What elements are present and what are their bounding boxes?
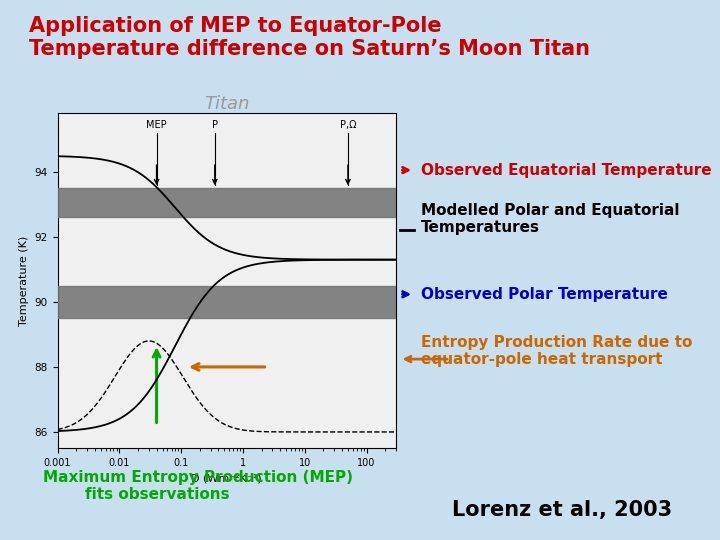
Text: Maximum Entropy Production (MEP)
        fits observations: Maximum Entropy Production (MEP) fits ob… xyxy=(43,470,354,502)
Text: Observed Equatorial Temperature: Observed Equatorial Temperature xyxy=(421,163,712,178)
Text: P,Ω: P,Ω xyxy=(340,120,356,130)
Y-axis label: Temperature (K): Temperature (K) xyxy=(19,235,29,326)
Text: MEP: MEP xyxy=(146,120,167,130)
Text: Lorenz et al., 2003: Lorenz et al., 2003 xyxy=(451,500,672,521)
X-axis label: D (Wm⁻²K⁻¹): D (Wm⁻²K⁻¹) xyxy=(192,474,262,483)
Text: Entropy Production Rate due to
equator-pole heat transport: Entropy Production Rate due to equator-p… xyxy=(421,335,693,367)
Text: Observed Polar Temperature: Observed Polar Temperature xyxy=(421,287,668,302)
Title: Titan: Titan xyxy=(204,95,250,113)
Bar xyxy=(58,188,396,218)
Text: Modelled Polar and Equatorial
Temperatures: Modelled Polar and Equatorial Temperatur… xyxy=(421,202,680,235)
Text: Application of MEP to Equator-Pole
Temperature difference on Saturn’s Moon Titan: Application of MEP to Equator-Pole Tempe… xyxy=(29,16,590,59)
Text: P: P xyxy=(212,120,217,130)
Bar xyxy=(58,286,396,318)
